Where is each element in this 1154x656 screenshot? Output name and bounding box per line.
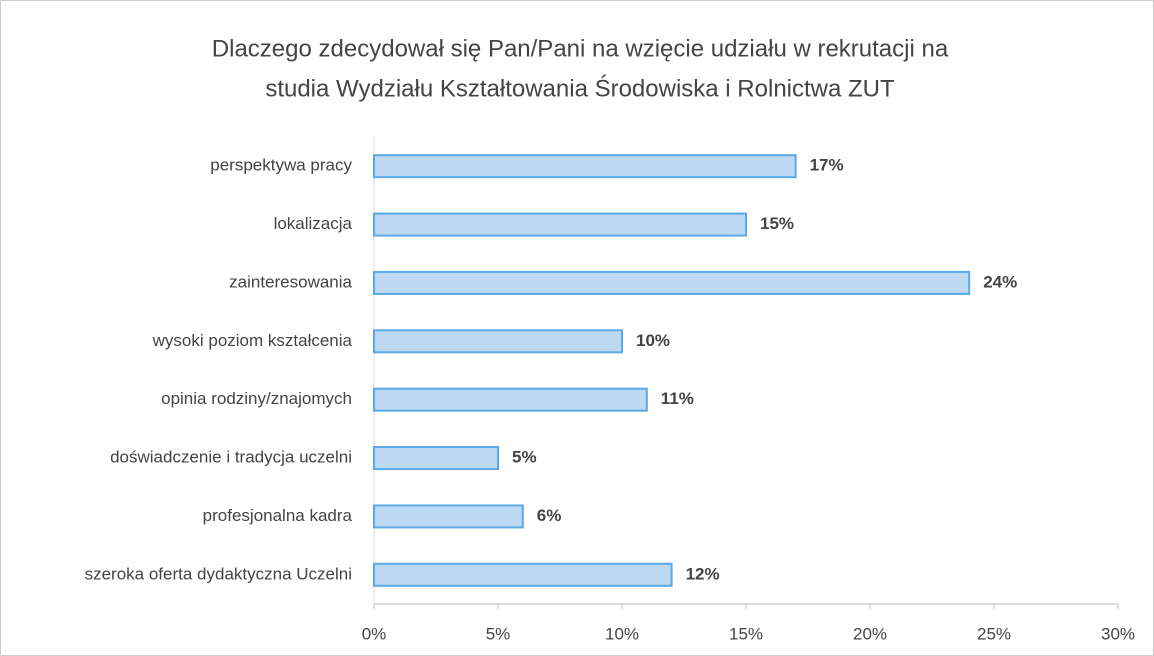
data-label: 15% (760, 214, 794, 233)
chart-title: studia Wydziału Kształtowania Środowiska… (265, 74, 895, 102)
data-label: 24% (983, 272, 1017, 291)
y-tick-label: doświadczenie i tradycja uczelni (110, 448, 352, 467)
data-label: 17% (810, 156, 844, 175)
data-label: 12% (686, 564, 720, 583)
bar (373, 446, 499, 471)
data-label: 11% (661, 389, 694, 408)
data-label: 6% (537, 506, 562, 525)
data-label: 5% (512, 448, 537, 467)
y-tick-label: perspektywa pracy (210, 156, 352, 175)
data-label: 10% (636, 331, 670, 350)
x-tick-label: 10% (605, 624, 639, 643)
bar (373, 329, 623, 354)
bar (373, 270, 971, 295)
y-tick-label: zainteresowania (229, 272, 352, 291)
y-tick-label: wysoki poziom kształcenia (152, 331, 353, 350)
bar (373, 154, 797, 179)
x-tick-label: 15% (729, 624, 763, 643)
y-tick-label: profesjonalna kadra (203, 506, 353, 525)
bar (373, 562, 673, 587)
bar (373, 504, 524, 529)
bar (373, 212, 747, 237)
y-tick-label: opinia rodziny/znajomych (161, 389, 352, 408)
x-tick-label: 30% (1101, 624, 1135, 643)
bar (373, 387, 648, 412)
y-tick-label: szeroka oferta dydaktyczna Uczelni (85, 564, 352, 583)
x-tick-label: 25% (977, 624, 1011, 643)
chart-title: Dlaczego zdecydował się Pan/Pani na wzię… (212, 35, 949, 62)
x-tick-label: 20% (853, 624, 887, 643)
y-tick-label: lokalizacja (274, 214, 353, 233)
x-tick-label: 0% (362, 624, 387, 643)
x-tick-label: 5% (486, 624, 511, 643)
